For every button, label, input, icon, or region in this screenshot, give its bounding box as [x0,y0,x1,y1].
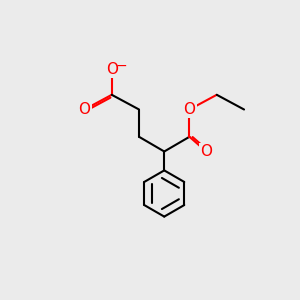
Text: O: O [200,144,212,159]
Text: O: O [184,102,196,117]
Text: −: − [116,58,127,72]
Text: O: O [79,102,91,117]
Text: O: O [106,62,118,77]
